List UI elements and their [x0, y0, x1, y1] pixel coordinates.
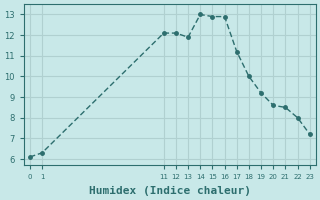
X-axis label: Humidex (Indice chaleur): Humidex (Indice chaleur) [89, 186, 251, 196]
